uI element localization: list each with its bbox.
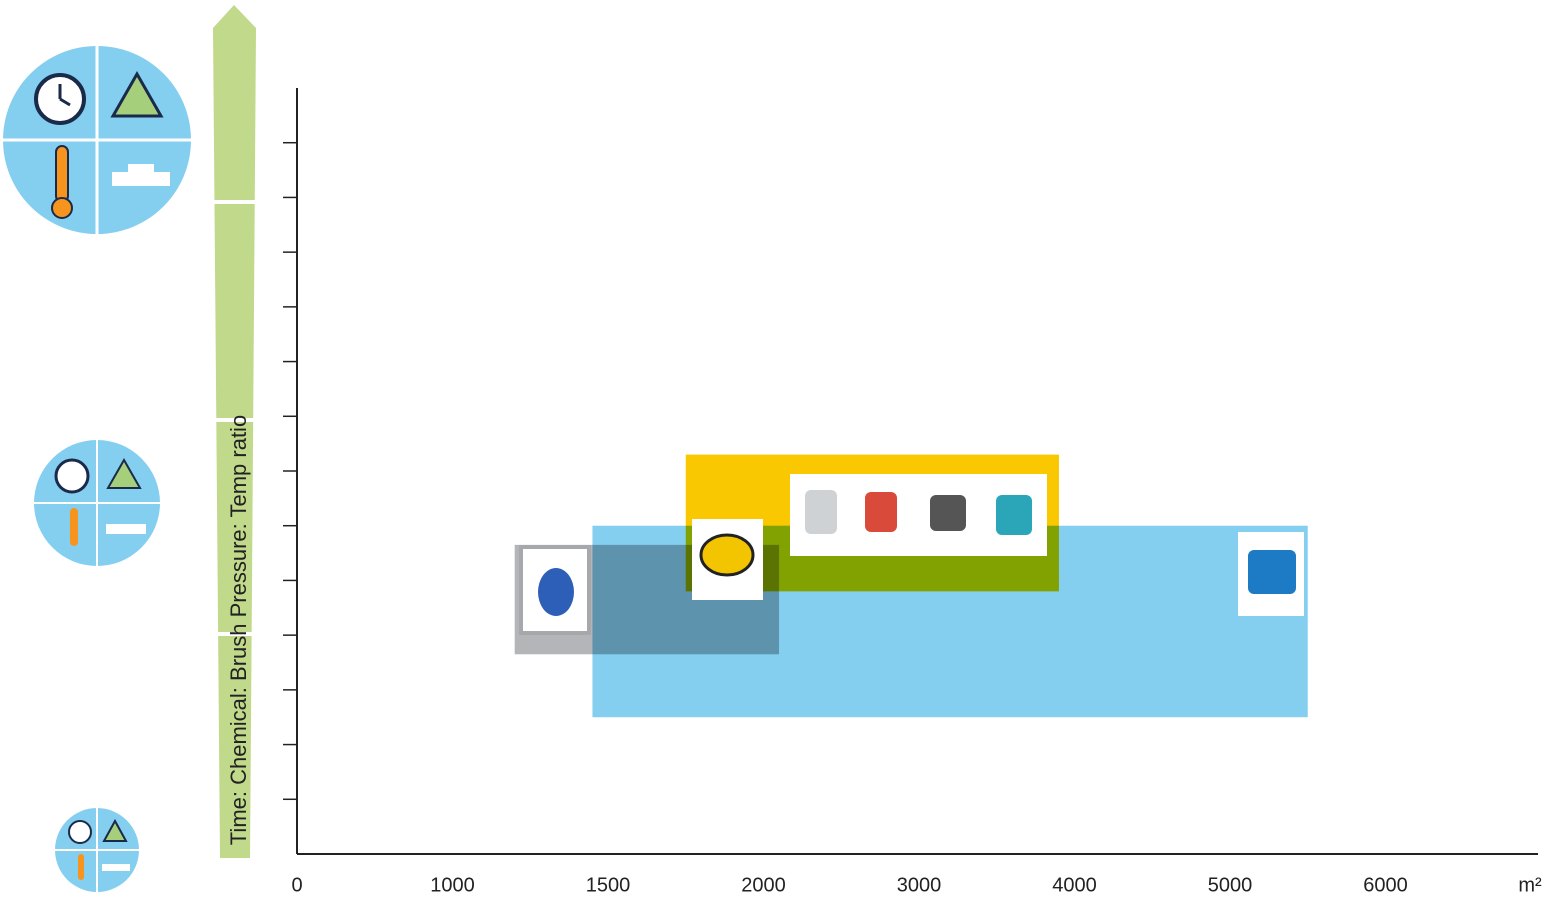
x-tick-label: 1500 — [586, 874, 631, 896]
x-unit: m² — [1518, 874, 1542, 896]
product-photos — [519, 474, 1304, 635]
x-tick-label: 6000 — [1363, 874, 1408, 896]
y-axis-label: Time: Chemical: Brush Pressure: Temp rat… — [226, 415, 251, 845]
icon-large — [3, 46, 191, 234]
x-tick-label: 1000 — [430, 874, 475, 896]
x-tick-label: 4000 — [1052, 874, 1097, 896]
x-tick-label: 5000 — [1208, 874, 1253, 896]
axes: 0 1000 1500 2000 3000 4000 5000 6000 m² — [283, 88, 1542, 896]
icon-small — [55, 808, 139, 892]
x-tick-label: 2000 — [741, 874, 786, 896]
icon-medium — [34, 440, 160, 566]
ratio-arrow — [210, 5, 258, 858]
x-tick-label: 0 — [291, 874, 302, 896]
x-tick-label: 3000 — [897, 874, 942, 896]
